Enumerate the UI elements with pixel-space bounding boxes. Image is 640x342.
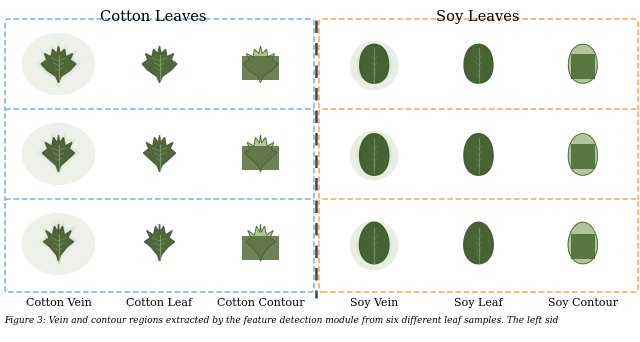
Text: Cotton Vein: Cotton Vein <box>26 298 92 308</box>
Ellipse shape <box>22 213 95 275</box>
Polygon shape <box>44 224 74 261</box>
Ellipse shape <box>350 41 399 91</box>
Polygon shape <box>568 44 597 83</box>
Polygon shape <box>40 132 77 174</box>
Polygon shape <box>568 134 597 175</box>
Bar <box>242 55 279 80</box>
FancyBboxPatch shape <box>319 19 638 112</box>
Polygon shape <box>360 134 388 175</box>
Polygon shape <box>464 134 493 175</box>
Bar <box>242 236 279 261</box>
Polygon shape <box>464 222 493 264</box>
FancyBboxPatch shape <box>5 109 314 202</box>
Ellipse shape <box>350 131 399 181</box>
Text: Soy Leaf: Soy Leaf <box>454 298 503 308</box>
FancyBboxPatch shape <box>319 199 638 292</box>
Polygon shape <box>568 222 598 264</box>
Polygon shape <box>243 46 278 83</box>
Text: Figure 3: Vein and contour regions extracted by the feature detection module fro: Figure 3: Vein and contour regions extra… <box>4 316 558 325</box>
Polygon shape <box>145 224 175 261</box>
Bar <box>242 146 279 170</box>
Polygon shape <box>38 43 79 85</box>
Polygon shape <box>464 44 493 83</box>
Polygon shape <box>42 135 74 172</box>
FancyBboxPatch shape <box>5 199 314 292</box>
Polygon shape <box>360 44 388 83</box>
Ellipse shape <box>350 221 399 271</box>
Polygon shape <box>142 46 177 83</box>
Ellipse shape <box>356 227 392 264</box>
Polygon shape <box>360 222 389 264</box>
Polygon shape <box>38 129 79 176</box>
Polygon shape <box>41 221 76 263</box>
Text: Soy Contour: Soy Contour <box>548 298 618 308</box>
FancyBboxPatch shape <box>5 19 314 112</box>
Polygon shape <box>244 135 276 172</box>
Polygon shape <box>246 224 276 261</box>
Bar <box>571 54 595 79</box>
Polygon shape <box>143 135 175 172</box>
Bar <box>571 144 595 169</box>
Text: Cotton Contour: Cotton Contour <box>217 298 304 308</box>
Text: Soy Vein: Soy Vein <box>350 298 398 308</box>
Polygon shape <box>36 40 81 88</box>
Ellipse shape <box>356 47 392 84</box>
Polygon shape <box>41 46 76 83</box>
Bar <box>571 234 595 259</box>
Polygon shape <box>44 224 74 261</box>
Text: Soy Leaves: Soy Leaves <box>436 10 520 24</box>
FancyBboxPatch shape <box>319 109 638 202</box>
Polygon shape <box>42 135 74 172</box>
Polygon shape <box>39 218 78 266</box>
Ellipse shape <box>356 137 392 174</box>
Text: Cotton Leaves: Cotton Leaves <box>100 10 206 24</box>
Text: Cotton Leaf: Cotton Leaf <box>127 298 193 308</box>
Ellipse shape <box>22 123 95 185</box>
Ellipse shape <box>22 33 95 95</box>
Polygon shape <box>41 46 76 83</box>
